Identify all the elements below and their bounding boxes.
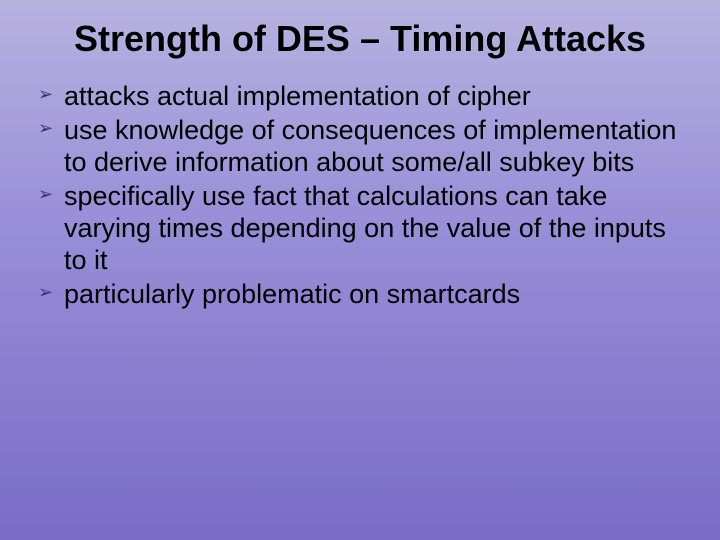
list-item-text: use knowledge of consequences of impleme… <box>64 115 676 177</box>
list-item: ➢ attacks actual implementation of ciphe… <box>38 81 682 113</box>
bullet-marker-icon: ➢ <box>38 84 53 105</box>
list-item-text: particularly problematic on smartcards <box>64 279 520 309</box>
list-item: ➢ particularly problematic on smartcards <box>38 279 682 311</box>
list-item-text: attacks actual implementation of cipher <box>64 81 531 111</box>
slide-title: Strength of DES – Timing Attacks <box>38 18 682 59</box>
bullet-marker-icon: ➢ <box>38 184 53 205</box>
slide: Strength of DES – Timing Attacks ➢ attac… <box>0 0 720 540</box>
bullet-marker-icon: ➢ <box>38 282 53 303</box>
bullet-list: ➢ attacks actual implementation of ciphe… <box>38 81 682 310</box>
list-item: ➢ specifically use fact that calculation… <box>38 181 682 277</box>
list-item-text: specifically use fact that calculations … <box>64 181 666 275</box>
bullet-marker-icon: ➢ <box>38 118 53 139</box>
list-item: ➢ use knowledge of consequences of imple… <box>38 115 682 179</box>
